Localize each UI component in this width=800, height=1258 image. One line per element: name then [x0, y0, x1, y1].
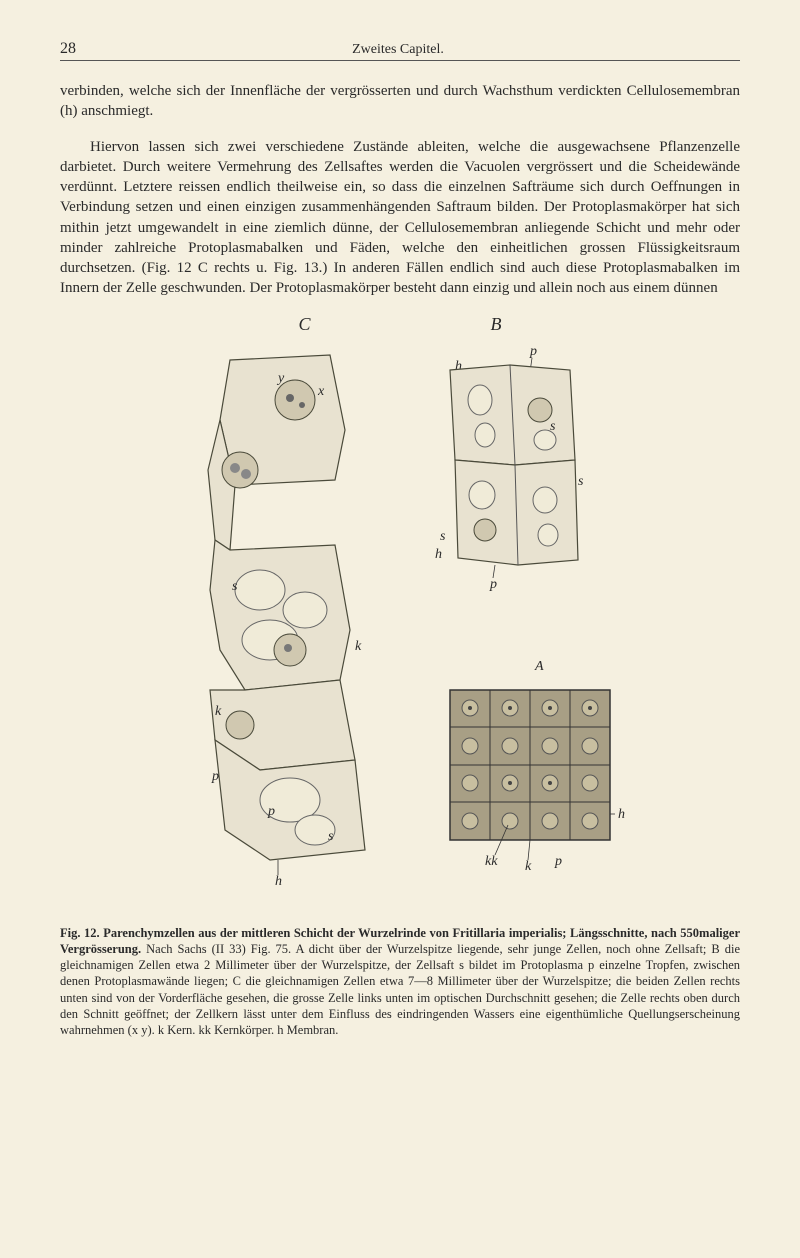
figure-12: C B y x — [60, 314, 740, 905]
paragraph-1: verbinden, welche sich der Innenfläche d… — [60, 81, 740, 122]
paragraph-2: Hiervon lassen sich zwei verschiedene Zu… — [60, 137, 740, 299]
label-s1: s — [232, 579, 238, 594]
section-c: y x s k — [208, 355, 365, 889]
chapter-title: Zweites Capitel. — [76, 42, 720, 58]
page-header: 28 Zweites Capitel. — [60, 40, 740, 61]
section-b: p h s s — [435, 344, 584, 592]
label-p3: p — [489, 577, 497, 592]
label-k2: k — [215, 704, 222, 719]
label-h3: h — [618, 807, 625, 822]
label-s3: s — [328, 829, 334, 844]
section-a: A — [450, 659, 625, 874]
label-p1: p — [211, 769, 219, 784]
label-p4: p — [554, 854, 562, 869]
label-h1: h — [275, 874, 282, 889]
label-s4: s — [550, 419, 556, 434]
label-kk: kk — [485, 854, 498, 869]
label-s5: s — [578, 474, 584, 489]
figure-label-b: B — [491, 314, 502, 335]
label-x: x — [317, 384, 325, 399]
figure-illustration: y x s k — [160, 340, 640, 900]
caption-body: Nach Sachs (II 33) Fig. 75. A dicht über… — [60, 942, 740, 1037]
figure-caption: Fig. 12. Parenchymzellen aus der mittler… — [60, 925, 740, 1039]
label-s6: s — [440, 529, 446, 544]
label-p-top: p — [529, 344, 537, 359]
label-k1: k — [355, 639, 362, 654]
label-h2: h — [435, 547, 442, 562]
label-k3: k — [525, 859, 532, 874]
figure-label-a: A — [534, 659, 544, 674]
label-p2: p — [267, 804, 275, 819]
label-y: y — [276, 371, 285, 386]
figure-label-c: C — [298, 314, 310, 335]
page-number: 28 — [60, 40, 76, 58]
